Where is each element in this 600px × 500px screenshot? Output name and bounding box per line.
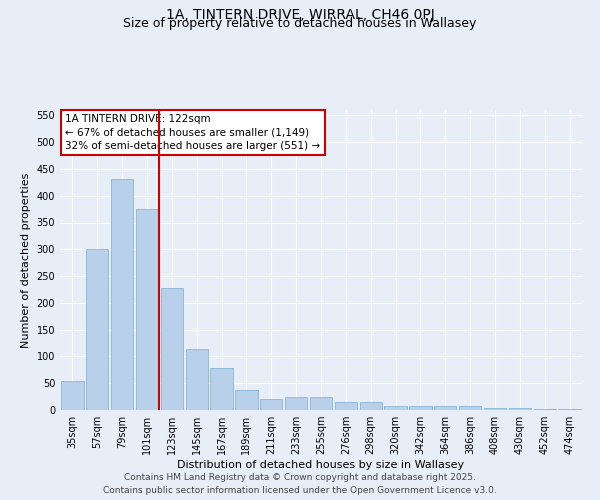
Bar <box>459 406 481 410</box>
Bar <box>285 396 307 410</box>
Text: 1A TINTERN DRIVE: 122sqm
← 67% of detached houses are smaller (1,149)
32% of sem: 1A TINTERN DRIVE: 122sqm ← 67% of detach… <box>65 114 320 151</box>
X-axis label: Distribution of detached houses by size in Wallasey: Distribution of detached houses by size … <box>178 460 464 470</box>
Text: Contains HM Land Registry data © Crown copyright and database right 2025.
Contai: Contains HM Land Registry data © Crown c… <box>103 474 497 495</box>
Bar <box>235 390 257 410</box>
Bar <box>185 350 208 410</box>
Bar <box>86 250 109 410</box>
Bar <box>61 380 83 410</box>
Bar <box>434 406 457 410</box>
Bar <box>161 288 183 410</box>
Text: 1A, TINTERN DRIVE, WIRRAL, CH46 0PJ: 1A, TINTERN DRIVE, WIRRAL, CH46 0PJ <box>166 8 434 22</box>
Bar <box>409 406 431 410</box>
Y-axis label: Number of detached properties: Number of detached properties <box>21 172 31 348</box>
Bar <box>211 368 233 410</box>
Bar <box>509 408 531 410</box>
Bar <box>359 402 382 410</box>
Bar <box>260 400 283 410</box>
Bar <box>385 406 407 410</box>
Bar <box>484 408 506 410</box>
Bar <box>335 402 357 410</box>
Bar <box>136 209 158 410</box>
Bar <box>533 409 556 410</box>
Bar <box>310 396 332 410</box>
Text: Size of property relative to detached houses in Wallasey: Size of property relative to detached ho… <box>124 17 476 30</box>
Bar <box>111 178 133 410</box>
